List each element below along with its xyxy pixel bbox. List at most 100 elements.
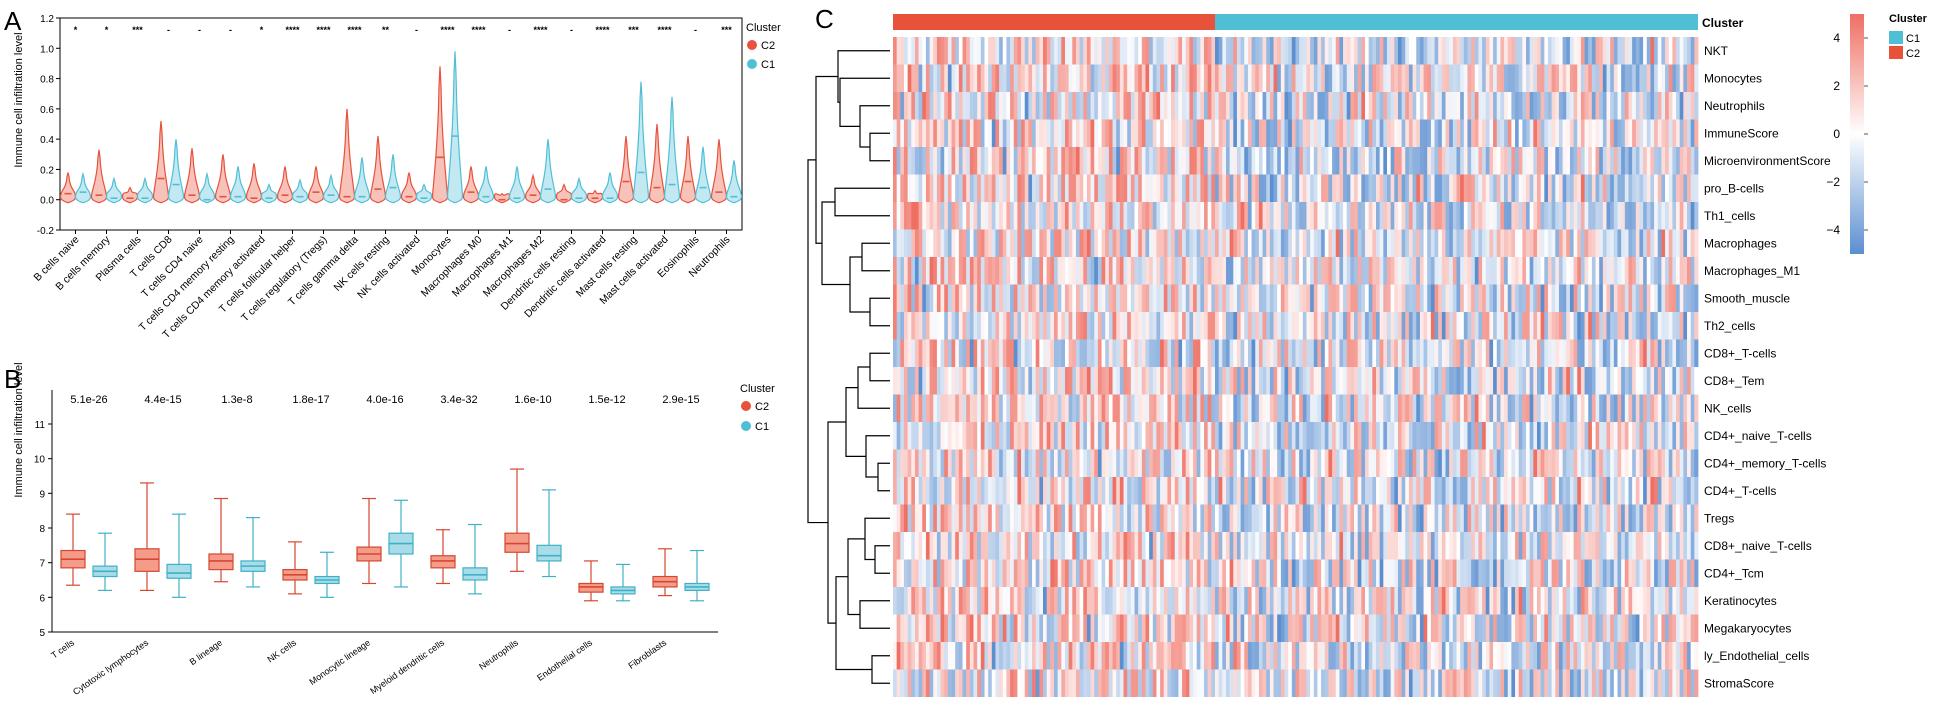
panel-c-heatmap-cell	[1624, 587, 1629, 615]
panel-c-heatmap-cell	[1167, 284, 1172, 312]
panel-c-heatmap-cell	[1028, 64, 1033, 92]
panel-c-heatmap-cell	[1211, 147, 1216, 175]
panel-c-heatmap-cell	[984, 257, 989, 285]
panel-c-heatmap-cell	[1035, 587, 1040, 615]
panel-c-heatmap-cell	[1507, 92, 1512, 120]
panel-c-heatmap-cell	[1507, 394, 1512, 422]
panel-c-heatmap-cell	[1602, 559, 1607, 587]
panel-b-xtick-label: Monocytic lineage	[307, 637, 372, 687]
panel-c-heatmap-cell	[1156, 202, 1161, 230]
panel-c-heatmap-cell	[958, 174, 963, 202]
panel-c-heatmap-cell	[1665, 394, 1670, 422]
panel-c-heatmap-cell	[1423, 64, 1428, 92]
panel-c-heatmap-cell	[1624, 64, 1629, 92]
panel-c-heatmap-cell	[1635, 229, 1640, 257]
panel-c-heatmap-cell	[1032, 37, 1037, 65]
panel-c-heatmap-cell	[1097, 504, 1102, 532]
panel-c-heatmap-cell	[1174, 147, 1179, 175]
panel-c-heatmap-cell	[1372, 312, 1377, 340]
panel-c-heatmap-cell	[907, 284, 912, 312]
panel-c-heatmap-cell	[1112, 312, 1117, 340]
panel-c-heatmap-cell	[1599, 587, 1604, 615]
panel-c-heatmap-cell	[1551, 559, 1556, 587]
panel-c-heatmap-cell	[929, 339, 934, 367]
panel-c-heatmap-cell	[1533, 339, 1538, 367]
panel-c-heatmap-cell	[1621, 257, 1626, 285]
panel-c-heatmap-cell	[1119, 37, 1124, 65]
panel-c-heatmap-cell	[1233, 37, 1238, 65]
panel-c-heatmap-cell	[1635, 587, 1640, 615]
panel-c-heatmap-cell	[1094, 257, 1099, 285]
panel-c-heatmap-cell	[1434, 394, 1439, 422]
panel-c-heatmap-cell	[1683, 559, 1688, 587]
panel-c-heatmap-cell	[1127, 339, 1132, 367]
panel-c-heatmap-cell	[995, 64, 1000, 92]
panel-c-heatmap	[893, 37, 1699, 697]
panel-c-heatmap-cell	[1672, 92, 1677, 120]
panel-c-heatmap-cell	[1566, 229, 1571, 257]
panel-c-heatmap-cell	[1493, 559, 1498, 587]
panel-c-heatmap-cell	[1386, 504, 1392, 532]
panel-c-heatmap-cell	[1339, 202, 1344, 230]
panel-c-heatmap-cell	[1116, 119, 1121, 147]
panel-c-heatmap-cell	[936, 92, 941, 120]
panel-c-heatmap-cell	[1573, 504, 1578, 532]
panel-c-heatmap-cell	[1083, 284, 1088, 312]
panel-c-heatmap-cell	[1086, 312, 1091, 340]
panel-c-heatmap-cell	[1002, 477, 1007, 505]
panel-c-heatmap-cell	[1646, 64, 1651, 92]
panel-c-heatmap-cell	[1043, 504, 1048, 532]
panel-c-heatmap-cell	[1452, 559, 1457, 587]
panel-c-heatmap-cell	[1566, 532, 1571, 560]
panel-c-heatmap-cell	[1624, 284, 1629, 312]
panel-c-heatmap-cell	[1207, 449, 1212, 477]
panel-c-heatmap-cell	[1010, 532, 1015, 560]
panel-c-heatmap-cell	[1573, 92, 1578, 120]
panel-c-heatmap-cell	[936, 312, 941, 340]
panel-c-heatmap-cell	[1236, 119, 1242, 147]
panel-c-heatmap-cell	[1138, 449, 1143, 477]
panel-c-heatmap-cell	[1255, 64, 1260, 92]
panel-c-heatmap-cell	[1445, 92, 1450, 120]
panel-c-heatmap-cell	[1332, 422, 1337, 450]
panel-c-heatmap-cell	[1379, 147, 1384, 175]
panel-c-heatmap-cell	[1602, 312, 1607, 340]
panel-c-heatmap-cell	[1273, 257, 1278, 285]
panel-c-heatmap-cell	[977, 92, 982, 120]
panel-c-heatmap-cell	[907, 92, 912, 120]
panel-a-significance-mark: ***	[628, 25, 639, 35]
panel-c-heatmap-cell	[1211, 367, 1216, 395]
panel-a-significance-mark: ****	[440, 25, 455, 35]
panel-c-heatmap-cell	[1383, 64, 1388, 92]
panel-c-heatmap-cell	[1072, 339, 1077, 367]
panel-c-heatmap-cell	[1687, 504, 1692, 532]
panel-c-heatmap-cell	[1591, 449, 1596, 477]
panel-c-dendrogram-branch	[864, 517, 890, 561]
panel-c-heatmap-cell	[1090, 532, 1095, 560]
panel-c-heatmap-cell	[1394, 449, 1399, 477]
panel-c-heatmap-cell	[1054, 367, 1059, 395]
panel-c-heatmap-cell	[1456, 312, 1461, 340]
panel-c-heatmap-cell	[1606, 394, 1611, 422]
panel-c-heatmap-cell	[1090, 504, 1095, 532]
panel-c-heatmap-cell	[1123, 37, 1128, 65]
panel-c-heatmap-cell	[1441, 64, 1446, 92]
panel-c-heatmap-cell	[1024, 449, 1029, 477]
panel-c-heatmap-cell	[1017, 422, 1022, 450]
panel-a-ytick-label: 0.2	[40, 165, 54, 176]
panel-c-heatmap-cell	[1650, 284, 1655, 312]
panel-c-heatmap-cell	[1116, 174, 1121, 202]
panel-c-heatmap-cell	[1335, 339, 1340, 367]
panel-c-heatmap-cell	[1518, 64, 1523, 92]
panel-c-heatmap-cell	[973, 174, 978, 202]
panel-c-heatmap-cell	[1478, 532, 1483, 560]
panel-c-heatmap-cell	[1189, 559, 1194, 587]
panel-c-heatmap-cell	[1090, 312, 1095, 340]
panel-c-heatmap-cell	[1152, 202, 1157, 230]
panel-c-heatmap-cell	[1324, 312, 1329, 340]
panel-c-heatmap-cell	[1661, 92, 1666, 120]
panel-c-heatmap-cell	[1577, 504, 1582, 532]
panel-c-heatmap-cell	[1449, 64, 1454, 92]
panel-c-heatmap-cell	[1643, 92, 1648, 120]
panel-c-heatmap-cell	[1317, 367, 1322, 395]
